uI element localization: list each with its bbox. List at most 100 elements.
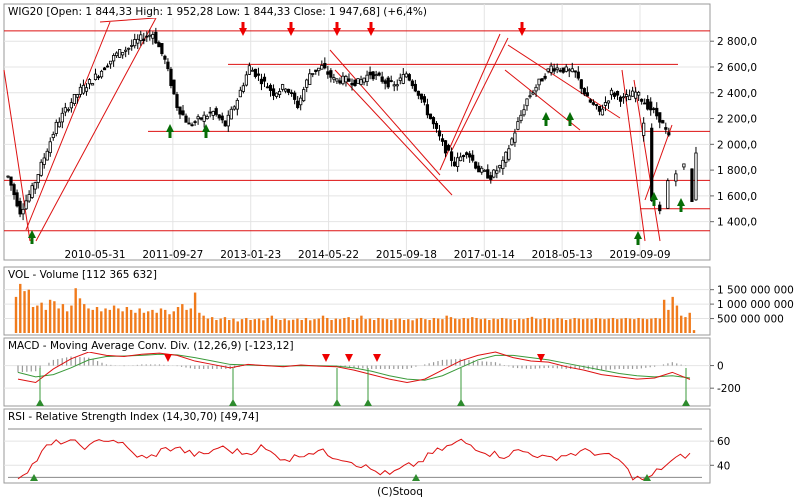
candle-body (127, 47, 131, 50)
volume-bar (471, 317, 474, 333)
volume-bar (151, 309, 154, 333)
candle-body (465, 152, 469, 156)
volume-bar (232, 318, 235, 333)
volume-header: VOL - Volume [112 365 632] (8, 269, 157, 281)
candle-body (96, 76, 101, 79)
volume-bar (61, 304, 65, 333)
candle-body (12, 184, 16, 196)
candle-body (525, 98, 529, 107)
candle-body (495, 170, 499, 174)
volume-bar (688, 312, 691, 333)
candle-body (108, 60, 113, 65)
candle-body (205, 116, 209, 120)
candle-body (603, 102, 608, 106)
candle-body (543, 75, 547, 79)
volume-bar (121, 311, 124, 333)
price-tick-label: 1 800,0 (717, 165, 757, 177)
volume-bar (91, 309, 94, 333)
macd-buy-arrow (457, 399, 465, 406)
candle-body (287, 88, 291, 93)
volume-bar (117, 308, 120, 333)
candle-body (199, 117, 203, 120)
candle-body (666, 180, 670, 209)
volume-bar (556, 317, 559, 333)
candle-body (446, 145, 451, 151)
volume-bar (338, 319, 342, 333)
candle-body (335, 78, 339, 82)
candle-body (612, 92, 617, 97)
macd-axis: 0 -200 (710, 361, 741, 395)
candle-body (208, 111, 212, 114)
volume-bar (40, 302, 43, 333)
price-x-tick-label: 2011-09-27 (142, 249, 203, 261)
volume-bar (603, 319, 606, 333)
volume-bar (577, 318, 581, 333)
volume-bar (202, 315, 205, 333)
macd-buy-arrow (682, 399, 690, 406)
candle-body (284, 88, 288, 92)
volume-bar (662, 299, 666, 333)
trend-line (99, 17, 156, 23)
candle-body (105, 65, 110, 68)
volume-bar (680, 315, 683, 333)
volume-bar (483, 318, 487, 333)
volume-tick-label: 1 000 000 000 (717, 299, 794, 311)
volume-bar (360, 315, 363, 333)
price-x-tick-label: 2014-05-22 (298, 249, 359, 261)
volume-bar (500, 317, 504, 333)
candle-body (646, 99, 650, 110)
candle-body (471, 154, 475, 161)
volume-bar (581, 319, 585, 333)
volume-bar (641, 318, 645, 333)
candle-body (410, 80, 414, 87)
candle-body (422, 96, 427, 103)
candle-body (15, 192, 19, 207)
candle-body (658, 112, 662, 123)
candle-body (87, 79, 92, 85)
candle-body (564, 66, 568, 72)
volume-axis: 500 000 000 1 000 000 000 1 500 000 000 (710, 285, 794, 326)
candle-body (504, 151, 508, 163)
volume-bar (492, 318, 495, 333)
candle-body (483, 170, 487, 172)
macd-sell-arrow (373, 354, 381, 362)
candle-body (498, 164, 502, 169)
candle-body (305, 79, 309, 88)
candle-body (392, 84, 396, 87)
volume-bar (650, 318, 653, 333)
candle-body (344, 76, 348, 83)
price-x-tick-label: 2010-05-31 (64, 249, 125, 261)
macd-tick-label: -200 (717, 383, 741, 395)
candle-body (217, 114, 221, 119)
price-x-tick-label: 2018-05-13 (532, 249, 593, 261)
volume-bar (245, 317, 248, 333)
candle-body (166, 61, 170, 70)
candle-body (136, 38, 140, 44)
candle-body (27, 194, 31, 202)
price-tick-label: 2 800,0 (717, 36, 757, 48)
volume-bar (658, 318, 662, 333)
volume-bar (590, 319, 593, 333)
candle-body (549, 65, 553, 73)
rsi-lines (17, 438, 691, 481)
volume-bar (129, 309, 133, 333)
macd-buy-arrow (229, 399, 237, 406)
candle-body (238, 89, 242, 98)
candle-body (235, 99, 239, 110)
volume-bar (449, 317, 453, 333)
candle-body (674, 173, 678, 182)
volume-bar (87, 308, 90, 333)
candle-body (652, 108, 656, 110)
volume-bar (628, 318, 632, 333)
trend-lines (3, 17, 673, 242)
candle-body (624, 94, 629, 97)
macd-sell-arrow (322, 354, 330, 362)
volume-bar (347, 317, 350, 333)
candle-body (386, 77, 390, 88)
trend-line (334, 69, 453, 196)
candle-body (21, 208, 25, 215)
candle-body (63, 107, 67, 113)
buy-arrow (566, 112, 574, 126)
price-x-tick-label: 2013-01-23 (220, 249, 281, 261)
candle-body (241, 85, 245, 92)
